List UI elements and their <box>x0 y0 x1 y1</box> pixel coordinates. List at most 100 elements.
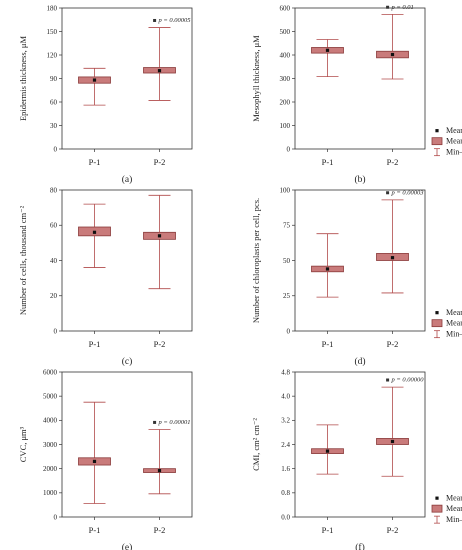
mean-marker <box>157 469 162 473</box>
y-tick-label: 60 <box>50 222 58 230</box>
legend: Mean Mean ± SE Min–Max <box>431 126 462 157</box>
legend: Mean Mean ± SE Min–Max <box>431 308 462 339</box>
y-tick-label: 0 <box>54 327 58 335</box>
panel-label: (c) <box>122 356 133 367</box>
y-tick-label: 6000 <box>43 368 58 376</box>
legend-se-label: Mean ± SE <box>446 504 462 513</box>
box-p-1 <box>78 401 111 504</box>
mean-marker <box>325 449 330 453</box>
box-p-2 <box>143 429 176 495</box>
y-axis-label: Number of cells, thousand cm⁻² <box>18 205 28 315</box>
box-p-2 <box>376 386 409 477</box>
category-label: P-1 <box>89 339 101 349</box>
y-tick-label: 150 <box>47 28 58 36</box>
y-tick-label: 600 <box>280 4 291 12</box>
panel-label: (a) <box>122 174 133 185</box>
y-axis-label: Mesophyll thickness, μM <box>251 35 261 122</box>
category-label: P-2 <box>154 157 166 167</box>
category-label: P-2 <box>387 525 399 535</box>
category-label: P-1 <box>89 525 101 535</box>
plot-frame <box>61 371 193 518</box>
y-tick-label: 80 <box>50 186 58 194</box>
box-p-2 <box>376 199 409 294</box>
y-tick-label: 4.0 <box>281 393 290 401</box>
y-tick-label: 20 <box>50 292 58 300</box>
category-label: P-1 <box>322 339 334 349</box>
mean-marker <box>390 52 395 57</box>
mean-marker <box>92 230 97 234</box>
significance-marker <box>386 191 390 195</box>
y-tick-label: 1.6 <box>281 465 290 473</box>
y-tick-label: 300 <box>280 75 291 83</box>
legend-range-label: Min–Max <box>446 330 462 339</box>
y-tick-label: 50 <box>283 257 291 265</box>
y-tick-label: 200 <box>280 98 291 106</box>
category-label: P-2 <box>387 339 399 349</box>
legend-se-swatch <box>431 319 443 328</box>
panel-label: (f) <box>355 542 365 550</box>
box-p-2 <box>143 27 176 101</box>
y-tick-label: 400 <box>280 51 291 59</box>
chart-panel-b: 0 100 200 300 400 500 600 Mesophyll thickness, … <box>251 4 462 185</box>
legend-range-label: Min–Max <box>446 148 462 157</box>
p-value-annotation: p = 0.00005 <box>158 17 192 24</box>
box-p-2 <box>376 13 409 80</box>
category-label: P-2 <box>154 525 166 535</box>
y-tick-label: 2000 <box>43 465 58 473</box>
y-tick-label: 0 <box>54 513 58 521</box>
y-tick-label: 4000 <box>43 417 58 425</box>
mean-marker <box>157 234 162 238</box>
mean-marker <box>390 439 395 444</box>
panel-label: (b) <box>354 174 365 185</box>
category-label: P-1 <box>89 157 101 167</box>
mean-marker <box>325 267 330 271</box>
y-tick-label: 100 <box>280 122 291 130</box>
significance-marker <box>153 18 157 22</box>
y-tick-label: 100 <box>280 186 291 194</box>
legend-se-swatch <box>431 504 443 513</box>
y-axis-label: CVC, μm³ <box>18 426 28 462</box>
significance-marker <box>386 5 390 9</box>
y-tick-label: 60 <box>50 98 58 106</box>
legend-se-swatch <box>431 137 443 146</box>
y-tick-label: 3000 <box>43 441 58 449</box>
legend-mean-marker <box>435 311 439 315</box>
box-p-1 <box>311 39 344 78</box>
legend-mean-label: Mean <box>446 494 462 503</box>
box-p-2 <box>143 194 176 290</box>
y-tick-label: 0.8 <box>281 489 290 497</box>
y-tick-label: 75 <box>283 222 291 230</box>
box-p-1 <box>311 233 344 298</box>
y-tick-label: 4.8 <box>281 368 290 376</box>
y-tick-label: 180 <box>47 4 58 12</box>
panel-label: (d) <box>354 356 365 367</box>
box-p-1 <box>78 203 111 268</box>
category-label: P-1 <box>322 157 334 167</box>
mean-marker <box>390 256 395 260</box>
y-tick-label: 3.2 <box>281 417 290 425</box>
category-label: P-1 <box>322 525 334 535</box>
y-tick-label: 2.4 <box>281 441 290 449</box>
category-label: P-2 <box>154 339 166 349</box>
legend-se-label: Mean ± SE <box>446 137 462 146</box>
chart-panel-d: 0 25 50 75 100 Number of chloroplasts per cel… <box>251 186 462 367</box>
chart-panel-a: 0 30 60 90 120 150 180 Epidermis thickness, μM P… <box>18 4 193 185</box>
y-tick-label: 0.0 <box>281 513 290 521</box>
y-tick-label: 30 <box>50 122 58 130</box>
legend-mean-label: Mean <box>446 126 462 135</box>
legend-mean-marker <box>435 129 439 133</box>
p-value-annotation: p = 0.00001 <box>158 419 191 426</box>
legend-mean-marker <box>435 496 439 500</box>
y-tick-label: 0 <box>54 145 58 153</box>
y-tick-label: 1000 <box>43 489 58 497</box>
box-p-1 <box>311 424 344 475</box>
category-label: P-2 <box>387 157 399 167</box>
y-tick-label: 120 <box>47 51 58 59</box>
y-axis-label: Number of chloroplasts per cell, pcs. <box>251 198 261 323</box>
y-axis-label: CMI, cm² cm⁻² <box>251 418 261 471</box>
mean-marker <box>325 48 330 52</box>
y-tick-label: 0 <box>287 327 291 335</box>
p-value-annotation: p = 0.00000 <box>391 377 425 384</box>
panel-label: (e) <box>122 542 133 550</box>
